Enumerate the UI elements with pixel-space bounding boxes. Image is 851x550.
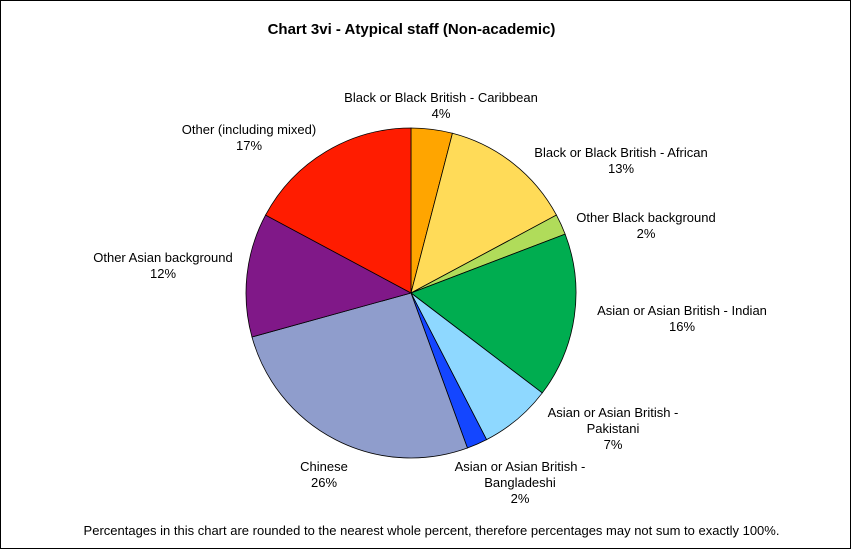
pie-slice-9 (265, 127, 412, 294)
slice-name-label-5: Asian or Asian British - (548, 405, 679, 420)
slice-name-label-8: Other Asian background (93, 250, 232, 265)
pie-slice-2 (410, 132, 557, 294)
pie-slice-4 (410, 233, 577, 394)
chart-footnote: Percentages in this chart are rounded to… (83, 523, 780, 538)
slice-name-label-7: Chinese (300, 459, 348, 474)
slice-name-label-5: Pakistani (587, 421, 640, 436)
slice-value-label-4: 16% (669, 319, 695, 334)
slice-name-label-4: Asian or Asian British - Indian (597, 303, 767, 318)
slice-value-label-3: 2% (637, 226, 656, 241)
slice-value-label-2: 13% (608, 161, 634, 176)
slice-value-label-8: 12% (150, 266, 176, 281)
slice-name-label-3: Other Black background (576, 210, 715, 225)
pie-slice-8 (245, 214, 413, 338)
slice-value-label-6: 2% (511, 491, 530, 506)
slice-name-label-9: Other (including mixed) (182, 122, 316, 137)
slice-value-label-1: 4% (432, 106, 451, 121)
chart-title: Chart 3vi - Atypical staff (Non-academic… (267, 21, 556, 38)
slice-name-label-2: Black or Black British - African (534, 145, 707, 160)
pie-slice-7 (251, 292, 468, 459)
slice-value-label-5: 7% (604, 437, 623, 452)
slice-name-label-6: Bangladeshi (484, 475, 556, 490)
slice-name-label-1: Black or Black British - Caribbean (344, 90, 538, 105)
slice-name-label-6: Asian or Asian British - (455, 459, 586, 474)
slice-value-label-9: 17% (236, 138, 262, 153)
slice-value-label-7: 26% (311, 475, 337, 490)
